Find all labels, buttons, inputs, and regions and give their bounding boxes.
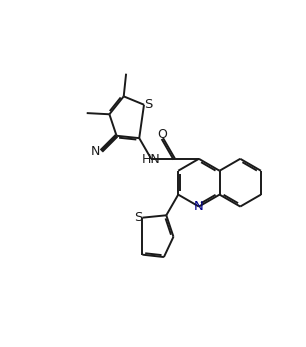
- Text: S: S: [134, 211, 142, 224]
- Text: HN: HN: [142, 153, 161, 166]
- Text: S: S: [144, 98, 152, 111]
- Text: N: N: [91, 145, 101, 158]
- Text: O: O: [158, 128, 167, 141]
- Text: N: N: [194, 200, 204, 213]
